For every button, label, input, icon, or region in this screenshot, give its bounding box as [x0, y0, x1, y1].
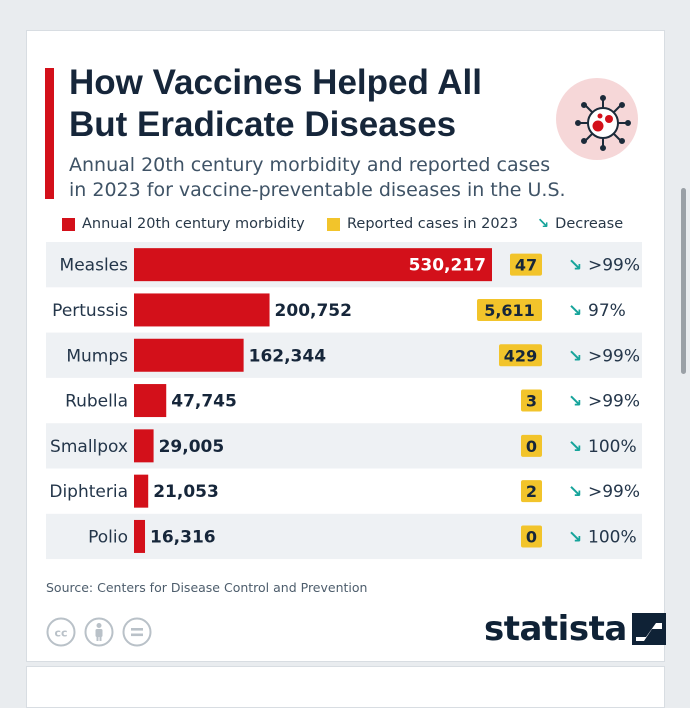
value-label-morbidity: 47,745 — [171, 392, 237, 412]
brand-wordmark: statista — [484, 609, 627, 649]
arrow-down-right-icon: ↘ — [568, 527, 582, 547]
category-label: Diphteria — [49, 482, 128, 502]
category-label: Polio — [88, 527, 128, 547]
value-label-morbidity: 162,344 — [249, 346, 327, 366]
statista-mark-icon — [631, 613, 666, 645]
value-label-reported: 47 — [515, 256, 537, 275]
legend-reported: Reported cases in 2023 — [327, 216, 518, 232]
legend-morbidity: Annual 20th century morbidity — [62, 216, 305, 232]
source-note: Source: Centers for Disease Control and … — [46, 580, 368, 595]
statista-logo[interactable]: statista — [484, 609, 666, 649]
person-icon[interactable] — [84, 617, 114, 647]
bar-morbidity — [134, 474, 149, 508]
value-label-morbidity: 21,053 — [153, 482, 219, 502]
scrollbar-thumb[interactable] — [681, 188, 686, 374]
decrease-label: >99% — [588, 482, 640, 502]
value-label-reported: 5,611 — [484, 301, 535, 320]
category-label: Mumps — [66, 346, 128, 366]
bar-morbidity — [134, 338, 244, 372]
decrease-label: >99% — [588, 346, 640, 366]
row-stripe — [46, 513, 642, 560]
arrow-down-right-icon: ↘ — [568, 482, 582, 502]
badge-reported — [510, 253, 542, 276]
decrease-label: 100% — [588, 437, 637, 457]
value-label-reported: 0 — [526, 527, 537, 546]
badge-reported — [499, 344, 542, 367]
legend-swatch-morbidity — [62, 217, 75, 231]
arrow-down-right-icon: ↘ — [568, 392, 582, 412]
badge-reported — [521, 389, 542, 412]
badge-reported — [521, 480, 542, 503]
bar-morbidity — [134, 429, 154, 463]
cc-icon[interactable]: cc — [46, 617, 76, 647]
decrease-label: 100% — [588, 527, 637, 547]
legend: Annual 20th century morbidity Reported c… — [62, 216, 642, 238]
value-label-morbidity: 29,005 — [159, 437, 225, 457]
value-label-reported: 3 — [526, 392, 537, 411]
legend-label-decrease: Decrease — [555, 216, 624, 232]
legend-swatch-reported — [327, 217, 340, 231]
badge-reported — [477, 298, 542, 321]
legend-decrease: ↘ Decrease — [537, 216, 623, 232]
bar-morbidity — [134, 384, 167, 418]
value-label-reported: 0 — [526, 437, 537, 456]
category-label: Pertussis — [52, 301, 128, 321]
arrow-down-right-icon: ↘ — [568, 256, 582, 276]
arrow-down-right-icon: ↘ — [537, 216, 550, 232]
chart-title: How Vaccines Helped All But Eradicate Di… — [69, 63, 483, 144]
decrease-label: >99% — [588, 392, 640, 412]
value-label-reported: 429 — [504, 346, 537, 365]
value-label-morbidity: 530,217 — [409, 256, 486, 276]
chart-subtitle: Annual 20th century morbidity and report… — [69, 154, 566, 201]
svg-text:cc: cc — [54, 627, 67, 640]
equals-icon[interactable] — [122, 617, 152, 647]
legend-label-morbidity: Annual 20th century morbidity — [82, 216, 305, 232]
arrow-down-right-icon: ↘ — [568, 437, 582, 457]
bar-morbidity — [134, 519, 146, 553]
value-label-reported: 2 — [526, 482, 537, 501]
category-label: Measles — [60, 256, 129, 276]
arrow-down-right-icon: ↘ — [568, 346, 582, 366]
category-label: Rubella — [65, 392, 128, 412]
category-label: Smallpox — [50, 437, 128, 457]
bar-morbidity — [134, 248, 492, 282]
decrease-label: >99% — [588, 256, 640, 276]
value-label-morbidity: 200,752 — [275, 301, 352, 321]
title-accent-bar — [45, 68, 54, 199]
virus-icon — [556, 78, 638, 160]
bar-morbidity — [134, 293, 270, 327]
badge-reported — [521, 434, 542, 457]
badge-reported — [521, 525, 542, 548]
decrease-label: 97% — [588, 301, 626, 321]
bar-chart: Measles 530,217 47 ↘ >99% Pertussis 200,752 5,6… — [46, 242, 642, 560]
value-label-morbidity: 16,316 — [150, 527, 216, 547]
legend-label-reported: Reported cases in 2023 — [347, 216, 519, 232]
arrow-down-right-icon: ↘ — [568, 301, 582, 321]
